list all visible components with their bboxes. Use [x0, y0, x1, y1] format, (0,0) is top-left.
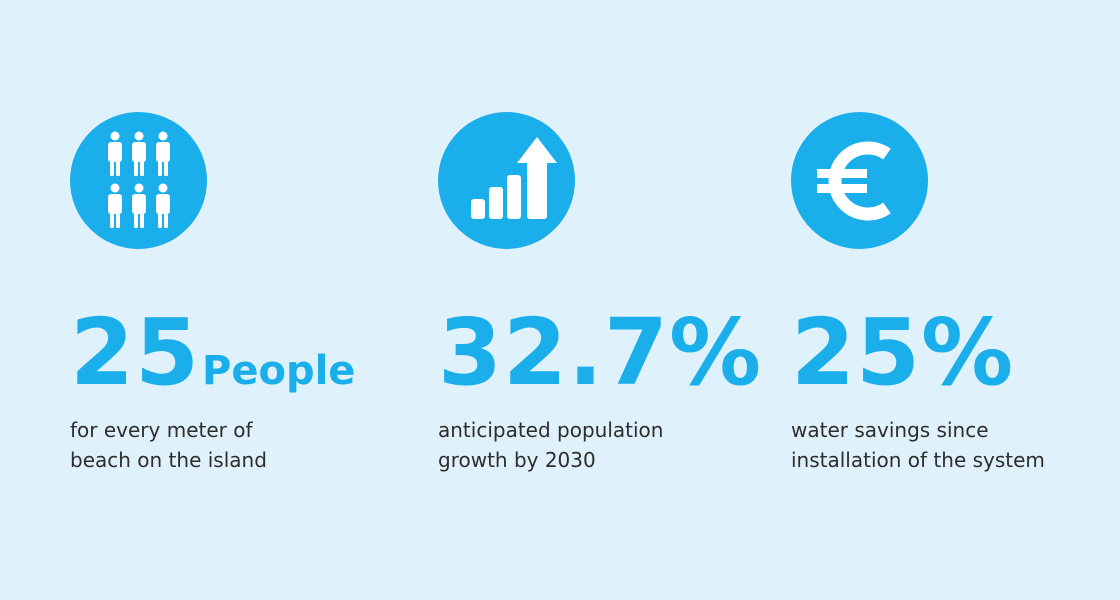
- stat-description-line: beach on the island: [70, 448, 267, 472]
- people-icon: [107, 131, 170, 228]
- growth-chart-icon: [470, 136, 557, 219]
- stat-value: 25People: [70, 307, 370, 403]
- stat-number: 25%: [791, 299, 1015, 406]
- stat-description-line: anticipated population: [438, 418, 664, 442]
- stat-number: 25: [70, 299, 201, 406]
- stat-description-line: growth by 2030: [438, 448, 596, 472]
- stat-population-growth: 32.7% anticipated population growth by 2…: [438, 112, 762, 475]
- stat-people-per-meter: 25People for every meter of beach on the…: [70, 112, 370, 475]
- stat-number: 32.7%: [438, 299, 763, 406]
- stat-description: anticipated population growth by 2030: [438, 415, 738, 475]
- stat-water-savings: 25% water savings since installation of …: [791, 112, 1091, 475]
- stat-description-line: for every meter of: [70, 418, 253, 442]
- stat-description-line: installation of the system: [791, 448, 1045, 472]
- growth-icon-circle: [438, 112, 575, 249]
- stat-description: for every meter of beach on the island: [70, 415, 370, 475]
- stat-value: 32.7%: [438, 307, 762, 403]
- euro-icon-circle: [791, 112, 928, 249]
- stat-description: water savings since installation of the …: [791, 415, 1091, 475]
- stat-unit: People: [202, 348, 356, 394]
- euro-icon: [816, 141, 891, 220]
- stat-value: 25%: [791, 307, 1091, 403]
- stat-description-line: water savings since: [791, 418, 989, 442]
- people-icon-circle: [70, 112, 207, 249]
